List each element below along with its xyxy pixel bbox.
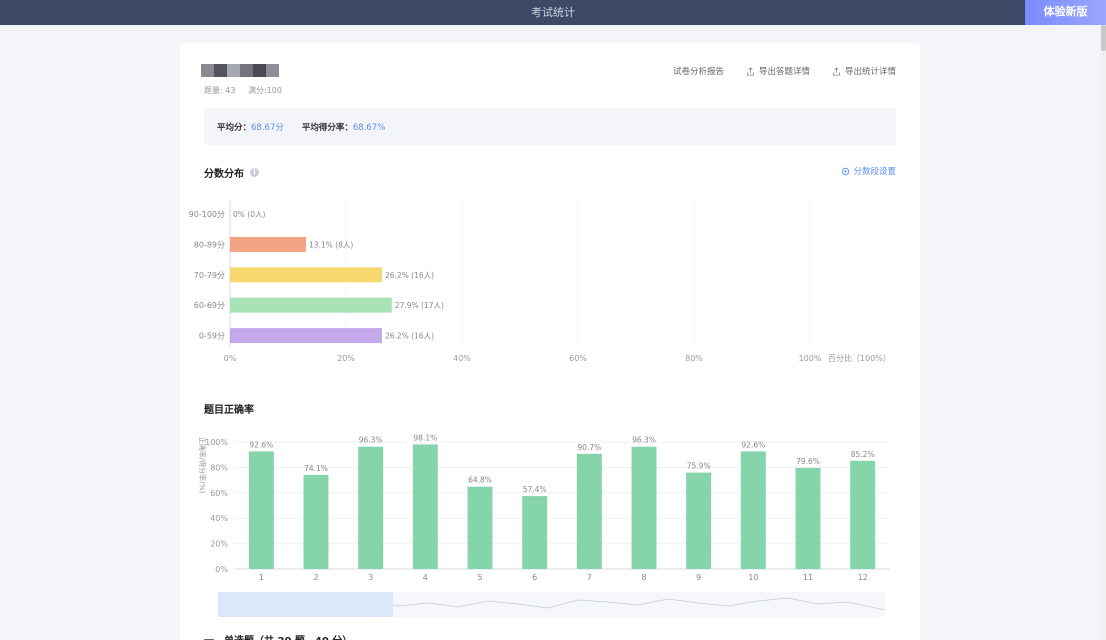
x-tick-label: 6	[532, 573, 537, 582]
distribution-bar	[230, 328, 382, 344]
category-label: 90-100分	[189, 210, 225, 219]
bar-data-label: 0% (0人)	[233, 210, 265, 219]
accuracy-bar	[412, 444, 438, 569]
y-tick-label: 40%	[210, 514, 228, 523]
accuracy-bar	[795, 467, 821, 569]
bar-data-label: 92.6%	[741, 440, 765, 449]
upload-icon	[832, 66, 841, 76]
toolbar-actions: 试卷分析报告 导出答题详情 导出统计详情	[673, 65, 896, 77]
bar-data-label: 85.2%	[851, 450, 875, 459]
y-tick-label: 20%	[210, 540, 228, 549]
bar-data-label: 57.4%	[523, 485, 547, 494]
blur-block	[266, 64, 279, 77]
x-tick-label: 40%	[453, 354, 471, 363]
x-tick-label: 9	[696, 573, 701, 582]
accuracy-bar	[850, 460, 876, 569]
accuracy-bar	[740, 451, 766, 569]
distribution-bar	[230, 236, 306, 252]
distribution-bar	[230, 267, 382, 283]
x-tick-label: 12	[858, 573, 868, 582]
scrollbar[interactable]	[1100, 25, 1106, 640]
bar-data-label: 26.2% (16人)	[385, 271, 434, 280]
export-stats-link[interactable]: 导出统计详情	[832, 65, 896, 77]
full-score: 满分:100	[247, 86, 282, 95]
accuracy-bar	[522, 496, 548, 569]
bar-data-label: 98.1%	[413, 433, 437, 442]
analysis-report-link[interactable]: 试卷分析报告	[672, 67, 724, 77]
accuracy-bar	[576, 453, 602, 569]
exam-name-blurred	[201, 64, 279, 77]
bar-data-label: 64.8%	[468, 476, 492, 485]
blur-block	[214, 64, 227, 77]
blur-block	[227, 64, 240, 77]
blur-block	[253, 64, 266, 77]
accuracy-chart: 0% 20% 40% 60% 80% 100%正确率/得分率(%) 92.6% 1 74.1% 2…	[198, 433, 890, 582]
distribution-bar	[230, 297, 392, 313]
export-answers-link[interactable]: 导出答题详情	[746, 65, 810, 77]
x-tick-label: 0%	[224, 354, 237, 363]
accuracy-bar	[303, 474, 329, 569]
x-tick-label: 80%	[685, 354, 703, 363]
question-count: 题量: 43	[204, 86, 236, 95]
bar-data-label: 96.3%	[359, 436, 383, 445]
bar-data-label: 27.9% (17人)	[395, 301, 444, 310]
summary-box: 平均分：68.67分 平均得分率：68.67%	[204, 108, 896, 145]
bar-data-label: 75.9%	[687, 462, 711, 471]
avg-rate: 平均得分率：68.67%	[301, 122, 386, 133]
score-distribution-chart: 0% 20% 40% 60% 80% 100% 百分比（100%） 90-100分 0% (0人…	[189, 200, 891, 363]
y-tick-label: 100%	[205, 438, 228, 447]
accuracy-bar	[358, 446, 384, 569]
bar-data-label: 96.3%	[632, 436, 656, 445]
avg-score: 平均分：68.67分	[217, 122, 284, 133]
info-icon[interactable]: i	[250, 168, 259, 177]
accuracy-bar	[248, 451, 274, 569]
scrollbar-thumb[interactable]	[1101, 25, 1106, 51]
y-tick-label: 60%	[210, 489, 228, 498]
category-label: 80-89分	[194, 240, 225, 249]
gear-icon	[842, 167, 850, 175]
x-tick-label: 100%	[799, 354, 822, 363]
top-bar: 考试统计	[0, 0, 1106, 25]
zoom-slider-window[interactable]	[218, 592, 393, 617]
x-tick-label: 1	[259, 573, 264, 582]
category-label: 70-79分	[194, 271, 225, 280]
accuracy-bar	[631, 446, 657, 569]
x-tick-label: 4	[423, 573, 428, 582]
y-axis-label: 正确率/得分率(%)	[198, 437, 207, 494]
exam-meta: 题量: 43 满分:100	[204, 85, 292, 96]
blur-block	[201, 64, 214, 77]
category-label: 0-59分	[199, 332, 225, 341]
x-tick-label: 2	[313, 573, 318, 582]
x-tick-label: 8	[641, 573, 646, 582]
bar-data-label: 92.6%	[249, 440, 273, 449]
y-tick-label: 80%	[210, 463, 228, 472]
x-tick-label: 3	[368, 573, 373, 582]
accuracy-bar	[467, 486, 493, 569]
accuracy-bar	[686, 472, 712, 569]
x-tick-label: 10	[748, 573, 758, 582]
x-axis-label: 百分比（100%）	[828, 353, 891, 363]
single-choice-section-title: 一、单选题（共 20 题，40 分）	[204, 632, 352, 640]
page-title: 考试统计	[531, 6, 575, 19]
x-tick-label: 60%	[569, 354, 587, 363]
upload-icon	[746, 66, 755, 76]
bar-data-label: 90.7%	[577, 443, 601, 452]
accuracy-title: 题目正确率	[204, 405, 254, 416]
score-segment-setting-link[interactable]: 分数段设置	[841, 165, 896, 177]
try-new-version-button[interactable]: 体验新版	[1025, 0, 1106, 25]
bar-data-label: 13.1% (8人)	[309, 240, 353, 249]
blur-block	[240, 64, 253, 77]
bar-data-label: 79.6%	[796, 457, 820, 466]
bar-data-label: 26.2% (16人)	[385, 332, 434, 341]
x-tick-label: 11	[803, 573, 813, 582]
score-distribution-title: 分数分布 i	[204, 165, 259, 180]
x-tick-label: 7	[587, 573, 592, 582]
category-label: 60-69分	[194, 301, 225, 310]
y-tick-label: 0%	[215, 565, 228, 574]
bar-data-label: 74.1%	[304, 464, 328, 473]
x-tick-label: 5	[477, 573, 482, 582]
x-tick-label: 20%	[337, 354, 355, 363]
